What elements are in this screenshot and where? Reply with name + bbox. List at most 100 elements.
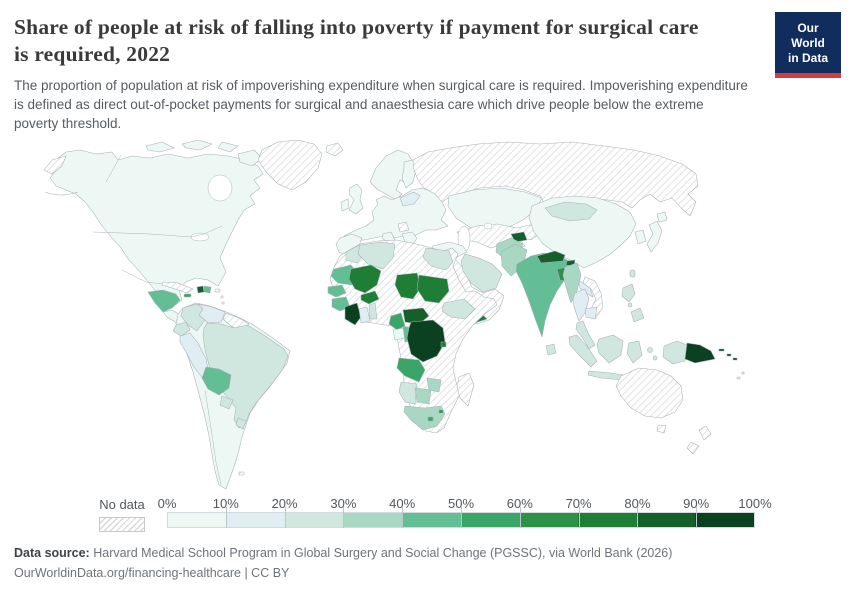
country-cuba[interactable] [161, 281, 194, 293]
country-cameroon[interactable] [388, 312, 406, 330]
country-senegal[interactable] [327, 284, 347, 297]
country-kazakhstan[interactable] [447, 187, 543, 232]
country-sudan[interactable] [416, 274, 450, 303]
legend-bin-70-80%[interactable] [578, 512, 637, 527]
country-central-african-republic[interactable] [402, 307, 430, 324]
country-bolivia[interactable] [201, 366, 232, 395]
country-thailand[interactable] [572, 288, 590, 321]
country-iceland[interactable] [325, 142, 344, 156]
country-jamaica[interactable] [183, 293, 192, 297]
country-dominican-republic[interactable] [203, 285, 212, 293]
country-new-zealand[interactable] [698, 425, 712, 440]
country-togo-benin[interactable] [368, 302, 378, 319]
country-iran[interactable] [460, 253, 503, 292]
legend-bin-20-30%[interactable] [285, 512, 344, 527]
country-balkans-no-data[interactable] [397, 221, 410, 232]
country-malaysia[interactable] [575, 320, 596, 349]
country-arctic-islands[interactable] [145, 141, 175, 152]
country-indonesia-borneo[interactable] [596, 334, 624, 363]
country-central-america[interactable] [147, 289, 181, 312]
country-indonesia-sumatra[interactable] [568, 334, 598, 367]
country-sri-lanka[interactable] [545, 343, 557, 355]
country-new-zealand[interactable] [686, 441, 700, 454]
country-zimbabwe[interactable] [426, 377, 442, 392]
country-botswana[interactable] [414, 387, 432, 404]
country-south-africa[interactable] [403, 405, 446, 430]
country-india[interactable] [515, 252, 574, 337]
country-angola[interactable] [396, 357, 426, 382]
country-indonesia-java[interactable] [587, 370, 625, 380]
country-cote-divoire[interactable] [344, 302, 362, 325]
legend-no-data-swatch[interactable] [99, 516, 145, 532]
country-north-america[interactable] [49, 149, 264, 306]
country-dr-congo[interactable] [406, 319, 446, 362]
country-baffin-island[interactable] [237, 149, 263, 166]
country-balkans-greece[interactable] [401, 231, 418, 246]
country-taiwan[interactable] [629, 269, 636, 277]
legend-bin-40-50%[interactable] [402, 512, 461, 527]
legend-bin-0-10%[interactable] [168, 512, 227, 527]
country-paraguay[interactable] [219, 395, 234, 409]
country-papua-new-guinea[interactable] [684, 342, 716, 363]
country-lesser-antilles[interactable] [220, 295, 224, 298]
country-falkland-islands[interactable] [238, 471, 245, 475]
country-ethiopia[interactable] [441, 298, 476, 319]
owid-logo[interactable]: Our World in Data [775, 12, 841, 78]
country-philippines[interactable] [621, 283, 636, 302]
country-brazil[interactable] [202, 322, 289, 428]
country-ireland[interactable] [340, 198, 350, 211]
country-solomon-islands[interactable] [718, 348, 725, 351]
country-algeria[interactable] [357, 241, 396, 269]
country-poland-baltics[interactable] [399, 191, 421, 206]
country-south-korea[interactable] [634, 229, 647, 244]
country-indonesia-sulawesi[interactable] [626, 340, 643, 363]
country-eswatini[interactable] [438, 409, 444, 413]
country-uruguay[interactable] [235, 417, 247, 429]
country-lesotho[interactable] [427, 416, 434, 421]
country-burkina-faso[interactable] [360, 290, 380, 304]
country-puerto-rico[interactable] [214, 288, 221, 292]
country-haiti[interactable] [196, 285, 205, 293]
country-egypt[interactable] [422, 247, 454, 270]
country-rwanda-burundi[interactable] [440, 341, 447, 347]
country-ecuador[interactable] [172, 321, 191, 336]
country-solomon-islands[interactable] [726, 353, 732, 356]
legend-bin-60-70%[interactable] [519, 512, 579, 527]
country-united-kingdom[interactable] [348, 183, 364, 214]
legend-bin-80-90%[interactable] [636, 512, 696, 527]
legend-bin-10-20%[interactable] [226, 512, 286, 527]
url-line[interactable]: OurWorldinData.org/financing-healthcare … [14, 565, 290, 580]
country-colombia[interactable] [180, 303, 208, 331]
country-nepal[interactable] [536, 250, 566, 263]
country-solomon-islands[interactable] [732, 357, 738, 360]
country-namibia[interactable] [398, 381, 418, 404]
country-philippines[interactable] [627, 302, 633, 307]
country-japan-hokkaido[interactable] [656, 211, 668, 222]
country-venezuela[interactable] [197, 303, 226, 323]
owid-logo-line1: Our World [791, 21, 825, 50]
legend-tick-mark [696, 506, 698, 528]
country-australia[interactable] [615, 367, 684, 418]
country-madagascar[interactable] [456, 372, 475, 406]
country-tasmania[interactable] [656, 424, 667, 433]
country-ghana[interactable] [358, 306, 371, 323]
country-indonesia-moluccas[interactable] [652, 355, 658, 360]
country-new-guinea-west[interactable] [662, 340, 688, 364]
country-lesser-antilles[interactable] [221, 301, 225, 304]
country-philippines[interactable] [630, 307, 645, 322]
country-indonesia-moluccas[interactable] [647, 346, 653, 353]
legend-bin-90-100%[interactable] [695, 512, 754, 527]
country-cambodia[interactable] [584, 306, 598, 319]
country-mongolia[interactable] [544, 201, 598, 221]
country-fiji[interactable] [736, 376, 741, 379]
country-mali[interactable] [348, 264, 382, 293]
country-chukotka[interactable] [43, 155, 67, 174]
legend-bin-50-60%[interactable] [460, 512, 520, 527]
country-japan[interactable] [646, 220, 663, 252]
country-chad[interactable] [394, 272, 422, 299]
country-fiji[interactable] [741, 371, 745, 374]
country-arctic-islands[interactable] [181, 139, 213, 150]
legend-bin-30-40%[interactable] [343, 512, 403, 527]
country-greenland[interactable] [257, 139, 323, 190]
country-arctic-islands[interactable] [217, 141, 239, 152]
